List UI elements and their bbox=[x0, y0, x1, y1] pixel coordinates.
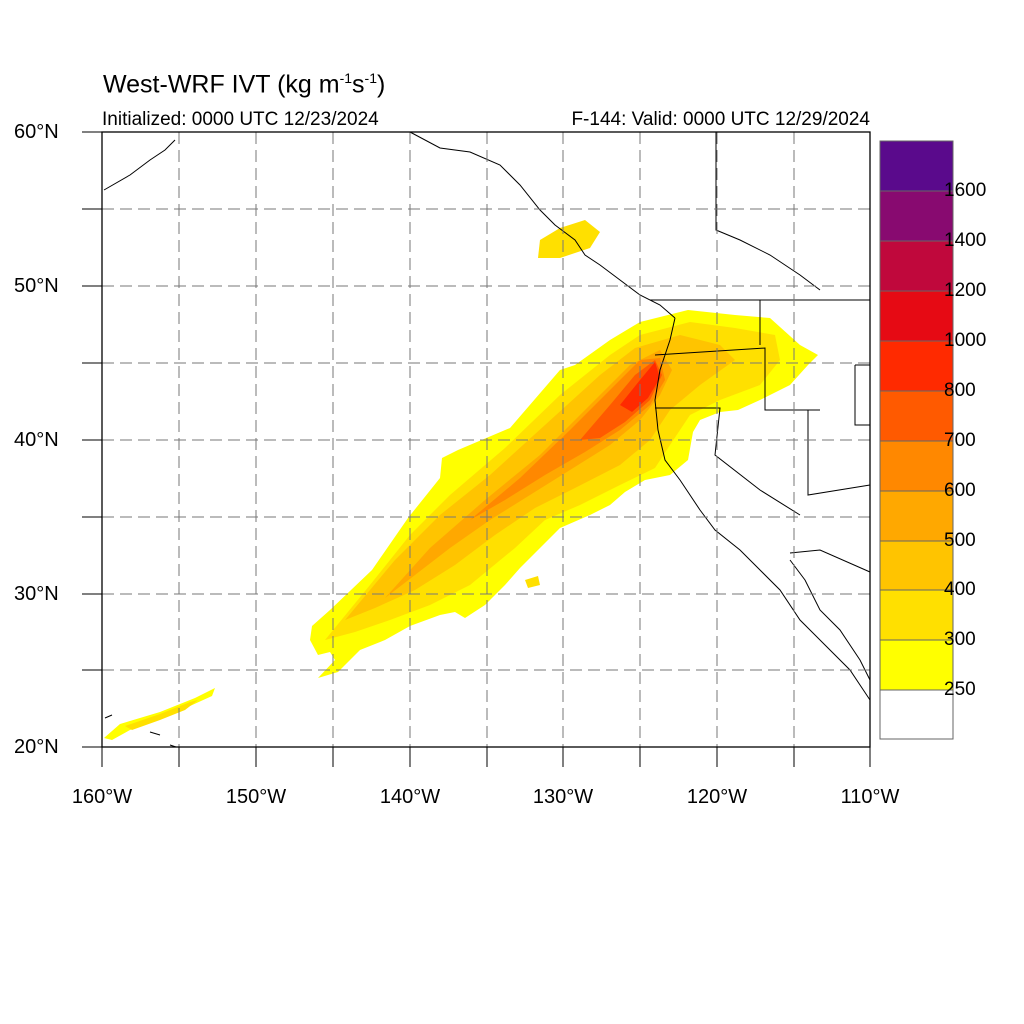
colorbar-label-1200: 1200 bbox=[944, 280, 987, 301]
colorbar-label-1000: 1000 bbox=[944, 330, 987, 351]
border-us-mexico bbox=[789, 549, 871, 573]
lat-label-60N: 60°N bbox=[14, 121, 59, 143]
valid-time-label: F-144: Valid: 0000 UTC 12/29/2024 bbox=[571, 109, 870, 130]
colorbar-label-700: 700 bbox=[944, 430, 976, 451]
colorbar-label-400: 400 bbox=[944, 579, 976, 600]
ivt-secondary-band bbox=[104, 688, 215, 740]
border-states-2 bbox=[655, 407, 801, 516]
ivt-alaska-patch bbox=[538, 220, 600, 258]
lat-label-50N: 50°N bbox=[14, 275, 59, 297]
lon-label-130W: 130°W bbox=[532, 786, 594, 808]
colorbar-box-800 bbox=[880, 341, 953, 391]
lon-label-120W: 120°W bbox=[686, 786, 748, 808]
lon-label-140W: 140°W bbox=[379, 786, 441, 808]
border-states-3 bbox=[759, 300, 871, 496]
coastline-gulf-california bbox=[789, 559, 871, 681]
colorbar-box-1200 bbox=[880, 241, 953, 291]
political-borders bbox=[650, 132, 871, 573]
colorbar-box-300 bbox=[880, 590, 953, 640]
border-states-4 bbox=[854, 364, 870, 426]
border-states-1 bbox=[654, 347, 820, 411]
colorbar-box-600 bbox=[880, 441, 953, 491]
colorbar bbox=[879, 140, 954, 740]
lat-label-20N: 20°N bbox=[14, 736, 59, 758]
axis-ticks bbox=[82, 131, 871, 767]
colorbar-label-250: 250 bbox=[944, 679, 976, 700]
init-time-label: Initialized: 0000 UTC 12/23/2024 bbox=[102, 109, 379, 130]
colorbar-label-800: 800 bbox=[944, 380, 976, 401]
lon-label-150W: 150°W bbox=[225, 786, 287, 808]
colorbar-box-400 bbox=[880, 541, 953, 590]
colorbar-box-1400 bbox=[880, 191, 953, 241]
coastline-us-west bbox=[654, 317, 871, 701]
colorbar-label-1600: 1600 bbox=[944, 180, 987, 201]
ivt-shading bbox=[104, 220, 818, 740]
ivt-small-patch bbox=[525, 576, 540, 588]
ivt-secondary-core bbox=[125, 700, 198, 730]
lon-label-110W: 110°W bbox=[840, 786, 900, 808]
colorbar-frame bbox=[879, 140, 954, 740]
colorbar-label-1400: 1400 bbox=[944, 230, 987, 251]
coastlines bbox=[103, 131, 871, 748]
lon-label-160W: 160°W bbox=[71, 786, 133, 808]
colorbar-label-300: 300 bbox=[944, 629, 976, 650]
map-title: West-WRF IVT (kg m-1s-1) bbox=[103, 70, 386, 99]
colorbar-box-700 bbox=[880, 391, 953, 441]
lat-label-30N: 30°N bbox=[14, 583, 59, 605]
colorbar-box-250 bbox=[880, 640, 953, 690]
colorbar-box-below bbox=[880, 690, 953, 739]
colorbar-box-1000 bbox=[880, 291, 953, 341]
lat-label-40N: 40°N bbox=[14, 429, 59, 451]
coastline-western-alaska bbox=[103, 139, 176, 191]
colorbar-label-600: 600 bbox=[944, 480, 976, 501]
colorbar-label-500: 500 bbox=[944, 530, 976, 551]
graticule bbox=[102, 132, 870, 747]
coastline-alaska bbox=[409, 131, 676, 319]
border-canada-alaska bbox=[715, 132, 821, 291]
colorbar-box-500 bbox=[880, 491, 953, 541]
colorbar-box-1600 bbox=[880, 141, 953, 191]
